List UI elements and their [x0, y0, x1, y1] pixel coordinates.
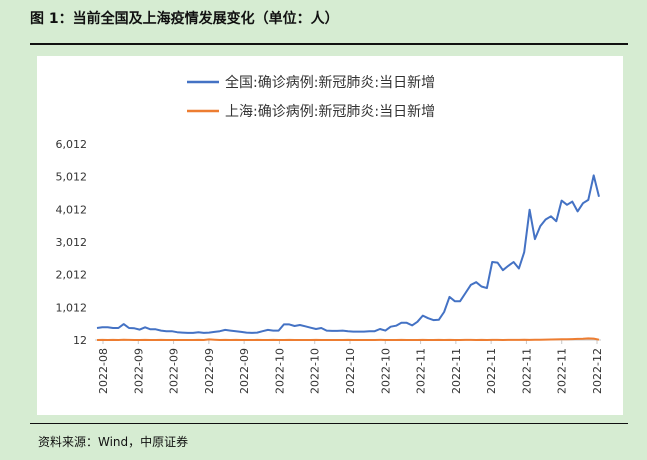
- x-tick-label: 2022-11: [415, 348, 428, 394]
- series-line-national: [96, 174, 600, 334]
- y-tick-label: 12: [73, 334, 87, 347]
- y-tick-label: 3,012: [56, 236, 88, 249]
- legend-label-shanghai: 上海:确诊病例:新冠肺炎:当日新增: [225, 104, 435, 120]
- legend-label-national: 全国:确诊病例:新冠肺炎:当日新增: [225, 74, 435, 91]
- x-tick-label: 2022-11: [485, 348, 498, 394]
- source-note: 资料来源：Wind，中原证券: [38, 435, 189, 449]
- x-tick-label: 2022-11: [520, 348, 533, 394]
- x-tick-label: 2022-09: [168, 348, 181, 394]
- y-tick-label: 4,012: [56, 203, 88, 216]
- x-axis: 2022-08 2022-09 2022-09 2022-09 2022-09 2022-…: [95, 339, 604, 394]
- source-divider: [30, 423, 628, 424]
- x-tick-label: 2022-10: [344, 348, 357, 394]
- y-tick-label: 6,012: [56, 138, 88, 151]
- x-tick-label: 2022-11: [556, 348, 569, 394]
- figure-title: 图 1：当前全国及上海疫情发展变化（单位：人）: [30, 11, 339, 27]
- x-tick-label: 2022-10: [309, 348, 322, 394]
- x-tick-label: 2022-12: [591, 348, 604, 394]
- y-axis: 6,012 5,012 4,012 3,012 2,012 1,012 12: [56, 138, 88, 347]
- line-chart: 全国:确诊病例:新冠肺炎:当日新增 上海:确诊病例:新冠肺炎:当日新增 6,01…: [56, 74, 605, 394]
- chart-legend: 全国:确诊病例:新冠肺炎:当日新增 上海:确诊病例:新冠肺炎:当日新增: [187, 74, 435, 120]
- series-line-shanghai: [96, 337, 600, 341]
- x-tick-label: 2022-11: [450, 348, 463, 394]
- x-tick-label: 2022-08: [97, 348, 110, 394]
- x-tick-label: 2022-10: [379, 348, 392, 394]
- title-underline: [30, 43, 628, 45]
- x-tick-label: 2022-09: [132, 348, 145, 394]
- y-tick-label: 5,012: [56, 171, 88, 184]
- y-tick-label: 2,012: [56, 269, 88, 282]
- series-layer: [96, 174, 600, 341]
- y-tick-label: 1,012: [56, 301, 88, 314]
- x-tick-label: 2022-09: [203, 348, 216, 394]
- chart-panel: 全国:确诊病例:新冠肺炎:当日新增 上海:确诊病例:新冠肺炎:当日新增 6,01…: [37, 56, 623, 415]
- x-tick-label: 2022-10: [273, 348, 286, 394]
- x-tick-label: 2022-09: [238, 348, 251, 394]
